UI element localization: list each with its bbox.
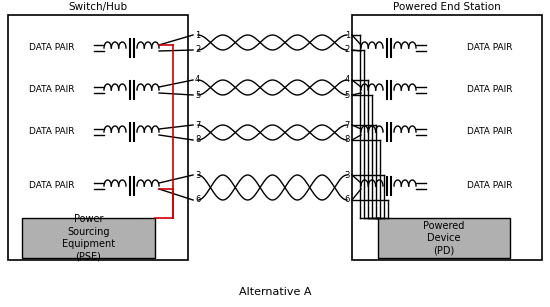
Text: 7: 7 xyxy=(195,121,200,130)
Text: 8: 8 xyxy=(195,135,200,145)
Text: DATA PAIR: DATA PAIR xyxy=(29,181,75,191)
Text: 2: 2 xyxy=(345,45,350,55)
Text: DATA PAIR: DATA PAIR xyxy=(468,127,513,137)
Text: Power
Sourcing
Equipment
(PSE): Power Sourcing Equipment (PSE) xyxy=(62,214,115,262)
Text: DATA PAIR: DATA PAIR xyxy=(29,44,75,52)
Text: Switch/Hub: Switch/Hub xyxy=(68,2,128,12)
Text: DATA PAIR: DATA PAIR xyxy=(468,44,513,52)
Bar xyxy=(8,15,188,260)
Text: 5: 5 xyxy=(195,91,200,99)
Text: 7: 7 xyxy=(345,121,350,130)
Text: 2: 2 xyxy=(195,45,200,55)
Bar xyxy=(378,218,510,258)
Text: 1: 1 xyxy=(345,30,350,40)
Text: DATA PAIR: DATA PAIR xyxy=(29,127,75,137)
Text: 6: 6 xyxy=(195,196,200,204)
Text: Powered
Device
(PD): Powered Device (PD) xyxy=(424,221,465,255)
Text: 3: 3 xyxy=(195,170,200,180)
Text: 6: 6 xyxy=(345,196,350,204)
Text: DATA PAIR: DATA PAIR xyxy=(468,86,513,95)
Text: DATA PAIR: DATA PAIR xyxy=(29,86,75,95)
Text: 3: 3 xyxy=(345,170,350,180)
Text: 1: 1 xyxy=(195,30,200,40)
Text: 5: 5 xyxy=(345,91,350,99)
Bar xyxy=(22,218,155,258)
Text: 4: 4 xyxy=(345,76,350,84)
Text: Powered End Station: Powered End Station xyxy=(393,2,501,12)
Text: 8: 8 xyxy=(345,135,350,145)
Text: 4: 4 xyxy=(195,76,200,84)
Text: DATA PAIR: DATA PAIR xyxy=(468,181,513,191)
Text: Alternative A: Alternative A xyxy=(239,287,311,297)
Bar xyxy=(352,15,542,260)
